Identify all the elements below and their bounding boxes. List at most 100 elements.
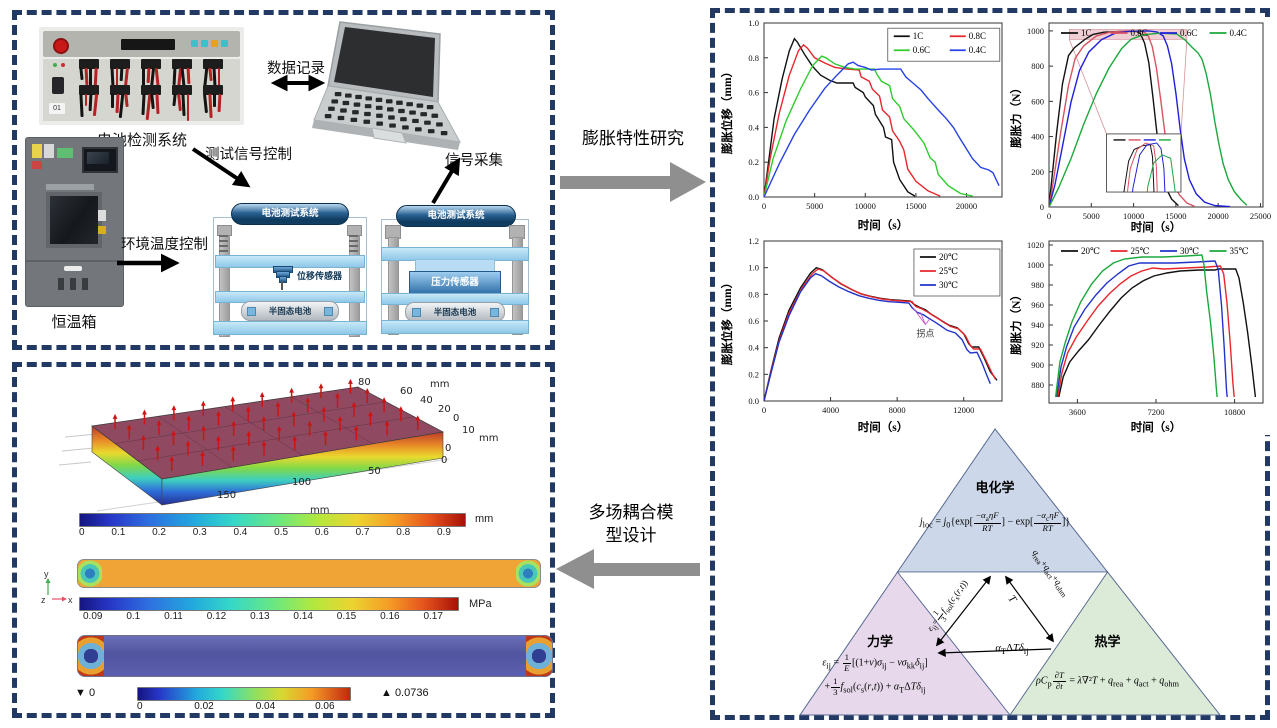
fixture-top-label: 电池测试系统 [396,205,516,227]
svg-text:880: 880 [1031,380,1044,390]
svg-text:12000: 12000 [953,405,974,415]
triangle-shapes [799,428,1222,716]
thermal-equation: ρCp ∂T ∂t = λ∇²T + qrea + qact + qohm [1035,670,1180,691]
green-sticker-icon [57,148,73,158]
led-icon [61,63,65,67]
test-signal-label: 测试信号控制 [205,147,292,163]
svg-text:0: 0 [762,201,766,211]
svg-text:mm: mm [479,433,498,444]
deformation-sideview [77,635,553,677]
vent-icon [70,278,76,290]
thermal-title: 热学 [1094,634,1121,649]
svg-text:0: 0 [441,455,447,466]
svg-text:膨胀位移（mm）: 膨胀位移（mm） [720,66,734,155]
svg-text:0.2: 0.2 [748,369,759,379]
displacement-colorbar-ticks: 0 0.1 0.2 0.3 0.4 0.5 0.6 0.7 0.8 0.9 [79,527,451,538]
min-marker: ▼ 0 [75,687,96,699]
chart-displacement-vs-time-crate: 0 5000 10000 15000 20000 0.0 0.2 0.4 0.6 0.8 1.0 时间… [720,17,1012,233]
chart-force-vs-time-temperature: 3600 7200 10800 880 900 920 940 960 980 1000 1020 时… [1009,235,1271,435]
svg-text:900: 900 [1031,360,1044,370]
laptop-keyboard [324,92,448,136]
battery-capsule-label: 半固态电池 [241,301,339,321]
laptop-touchpad [371,127,407,144]
svg-text:400: 400 [1031,132,1044,142]
svg-text:5000: 5000 [1083,211,1100,221]
pressure-sensor-label: 压力传感器 [409,271,501,295]
svg-text:80: 80 [358,377,371,388]
svg-text:0.2: 0.2 [748,157,759,167]
svg-text:膨胀位移（mm）: 膨胀位移（mm） [720,277,734,366]
svg-text:1.2: 1.2 [748,236,759,246]
indicator-icon [191,40,198,47]
thermostat-chamber-photo [25,137,124,307]
stress-colorbar-ticks: 0.09 0.1 0.11 0.12 0.13 0.14 0.15 0.16 0.17 [83,611,443,622]
tester-display [121,39,175,50]
displacement-unit: mm [475,513,494,525]
svg-text:mm: mm [430,379,449,390]
svg-text:15000: 15000 [905,201,926,211]
electro-mech-arrow [935,575,992,647]
mechanics-title: 力学 [866,634,893,649]
env-temp-label: 环境温度控制 [121,237,208,253]
stress-colorbar [79,597,459,611]
svg-text:200: 200 [1031,167,1044,177]
sticker-icon [32,161,42,169]
small-colorbar-ticks: 0 0.02 0.04 0.06 [137,701,335,712]
electrochemistry-triangle [896,428,1109,573]
svg-text:940: 940 [1031,320,1044,330]
simulation-results-panel: 80 60 40 20 mm 0 10 mm 0 150 100 50 0 mm… [12,362,555,718]
svg-text:0: 0 [762,405,766,415]
controller-screen-icon [82,147,118,173]
svg-text:1000: 1000 [1027,26,1044,36]
chamber-label: 恒温箱 [51,315,97,331]
fixture-top-label: 电池测试系统 [231,203,349,225]
emergency-button-icon [53,38,69,54]
indicator-icon [211,40,218,47]
data-record-label: 数据记录 [267,61,325,77]
svg-text:0.4C: 0.4C [969,45,986,55]
svg-text:25℃: 25℃ [939,266,958,276]
tester-front-panel [43,31,240,57]
channel-badge: 01 [49,103,65,114]
svg-text:膨胀力（N）: 膨胀力（N） [1009,289,1023,356]
panel-divider [26,260,123,262]
svg-text:8000: 8000 [889,405,906,415]
svg-text:y: y [44,569,49,579]
svg-text:20℃: 20℃ [1081,246,1100,256]
electrochemistry-title: 电化学 [975,480,1015,495]
experiment-setup-panel: 01 电池检测系统 恒温箱 数据记录 测试信号控制 信号采集 环境温度控制 [12,10,555,350]
coupling-thermalstrain-label: αTΔTδij [995,643,1029,657]
svg-text:800: 800 [1031,61,1044,71]
sticker-icon [44,144,54,158]
svg-text:30℃: 30℃ [939,280,958,290]
stress-unit: MPa [469,598,492,610]
svg-text:0: 0 [453,413,459,424]
svg-text:1C: 1C [1081,28,1092,38]
svg-text:膨胀力（N）: 膨胀力（N） [1009,82,1023,149]
indicator-icon [201,40,208,47]
battery-tester-photo: 01 [39,27,244,125]
svg-text:时间（s）: 时间（s） [858,420,908,434]
svg-text:1C: 1C [913,31,924,41]
svg-text:0.0: 0.0 [748,192,759,202]
svg-text:15000: 15000 [1165,211,1186,221]
power-switch-icon [52,77,64,94]
pressure-fixture-diagram: 电池测试系统 压力传感器 半固态电池 [381,205,533,341]
svg-text:5000: 5000 [806,201,823,211]
laptop-illustration [312,21,461,150]
svg-text:0: 0 [1047,211,1051,221]
svg-text:0.8C: 0.8C [1131,28,1148,38]
svg-text:z: z [41,595,46,605]
svg-text:0.6C: 0.6C [1180,28,1197,38]
displacement-fixture-diagram: 电池测试系统 位移传感器 半固态电池 [213,203,373,343]
flow-arrow-left [556,549,700,589]
svg-text:0.6: 0.6 [748,88,759,98]
svg-text:10800: 10800 [1224,407,1245,417]
svg-text:时间（s）: 时间（s） [1131,220,1181,234]
chamber-window [46,192,102,248]
flow-arrow-right [560,162,706,202]
mechanics-equation-2: +1 3 fsol(cs(r,t)) + αTΔTδij [824,676,926,697]
sticker-icon [98,226,106,234]
svg-text:20000: 20000 [1208,211,1229,221]
